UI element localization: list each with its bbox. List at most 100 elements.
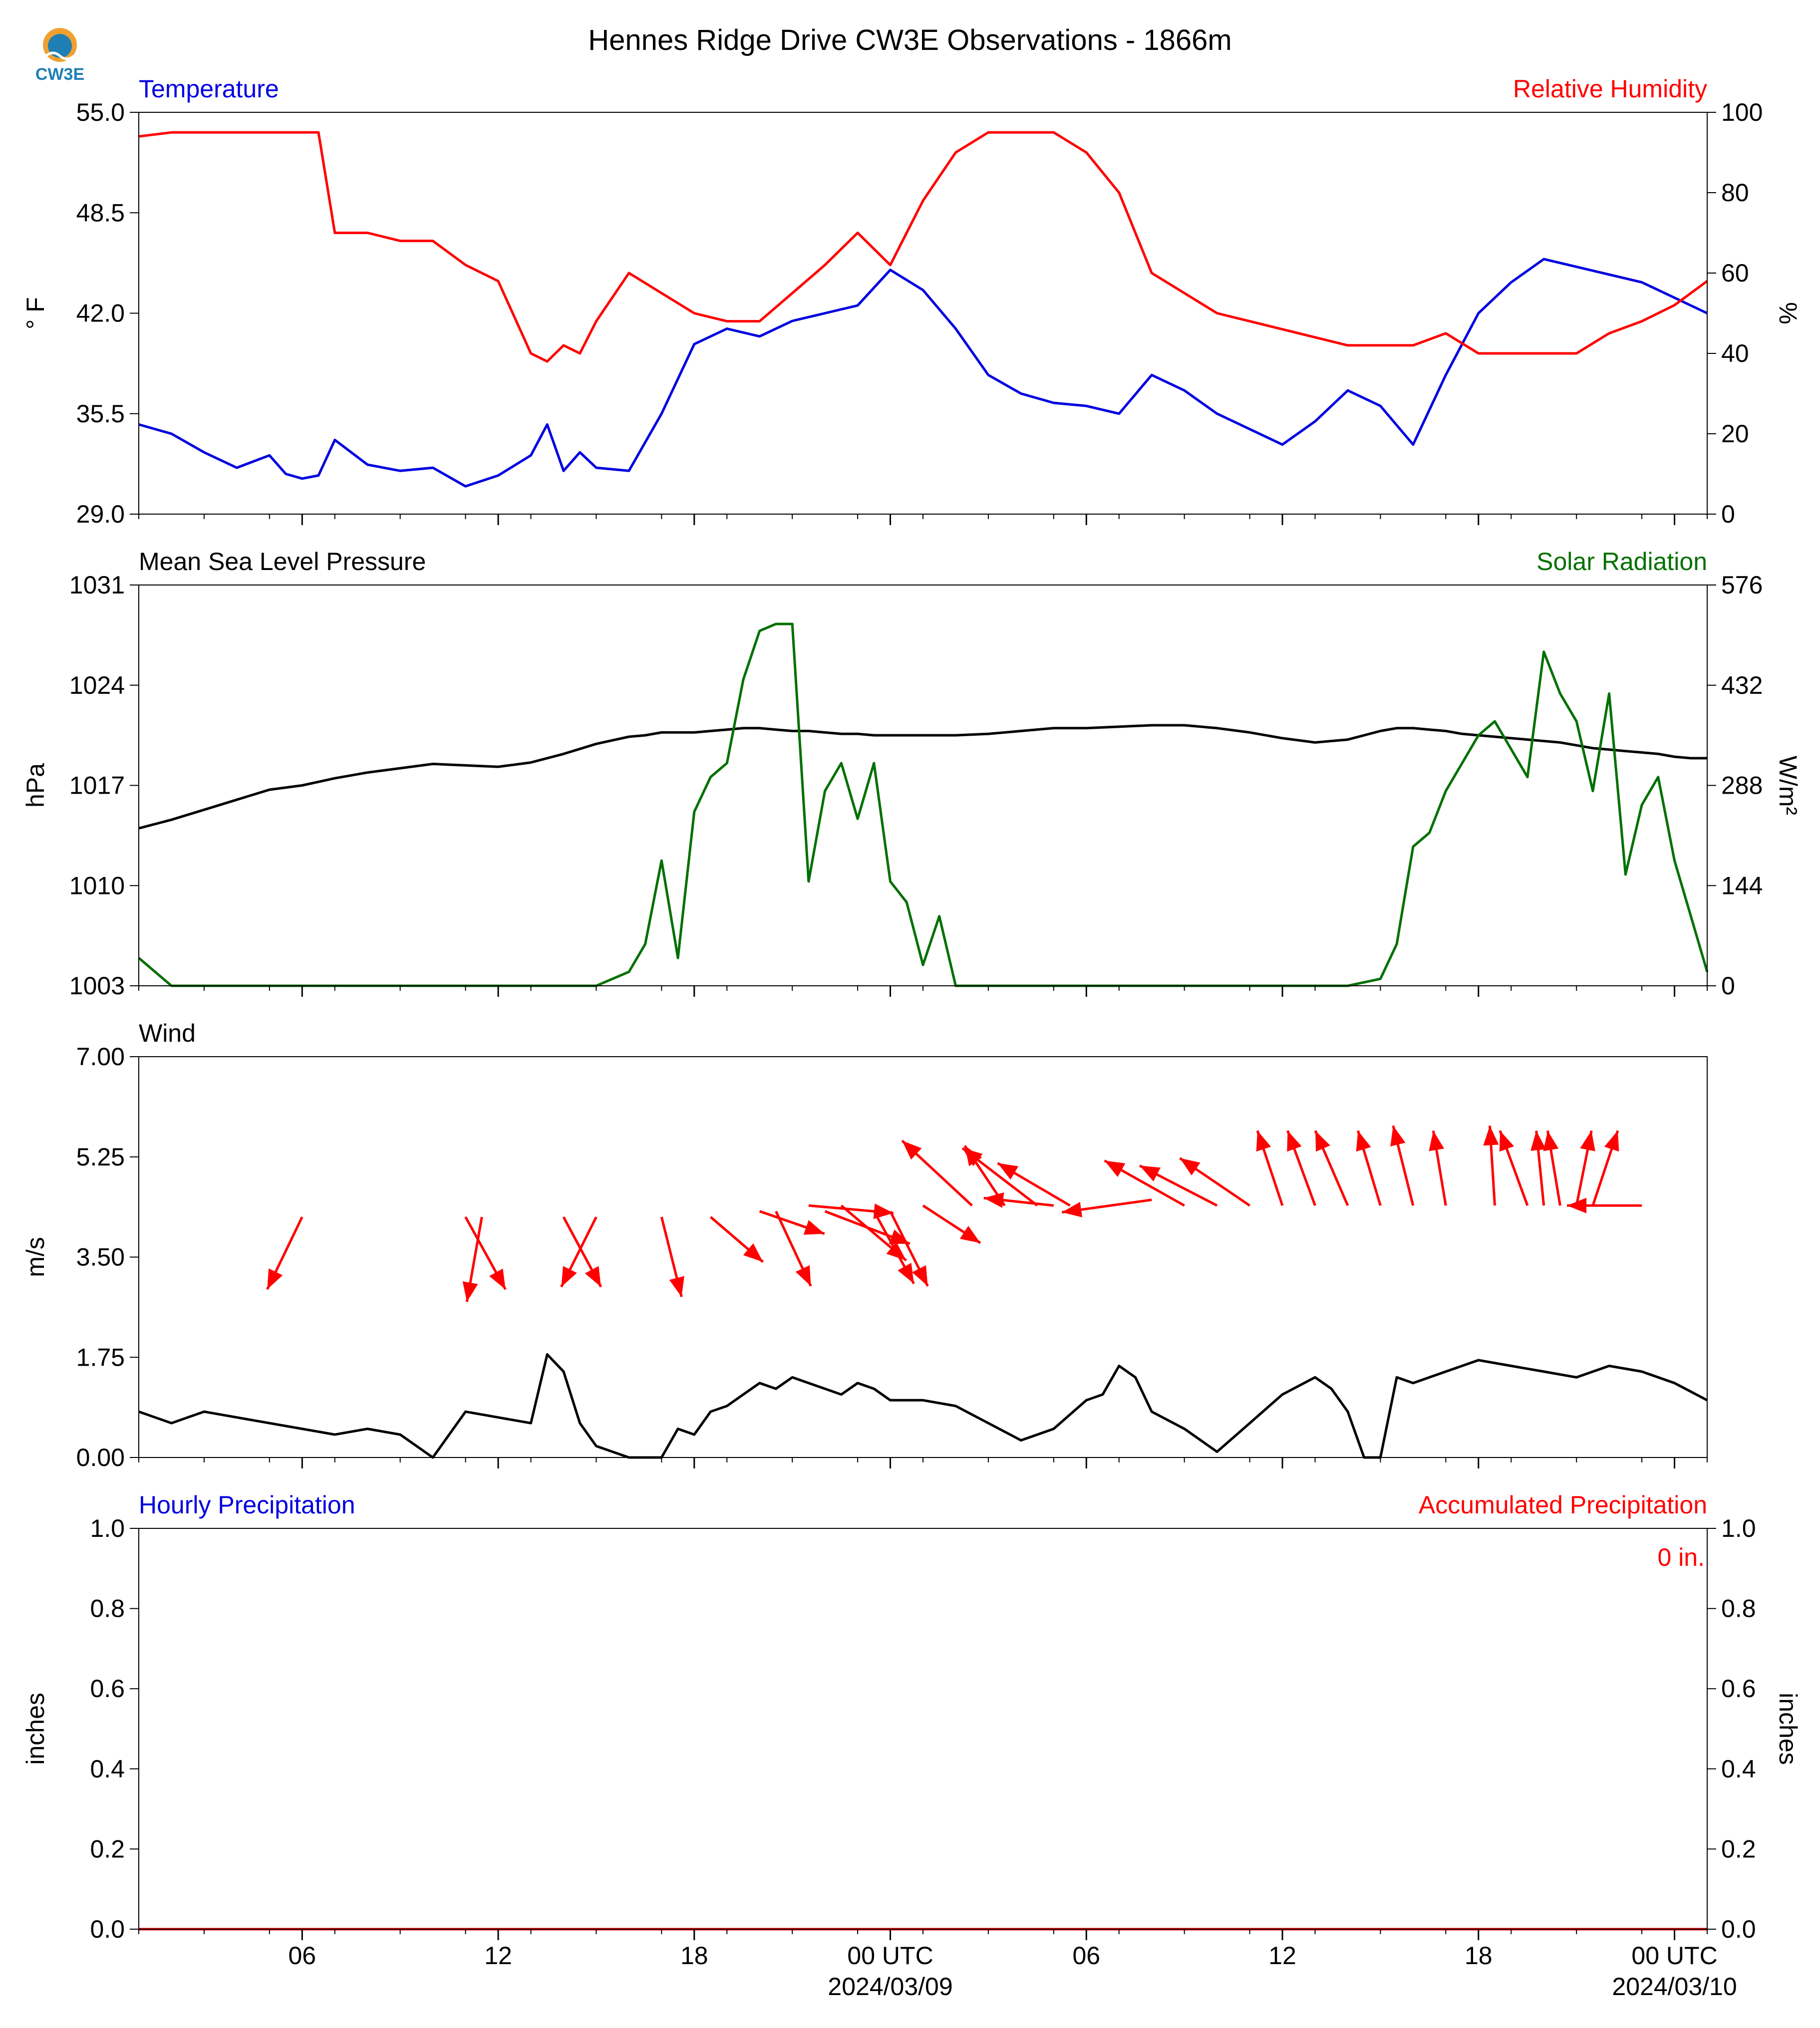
series-line-mslp_solar-1 xyxy=(138,622,1709,987)
panel-label-left: Temperature xyxy=(139,75,279,103)
x-tick-label: 06 xyxy=(1072,1942,1100,1970)
y-tick-label-left: 1010 xyxy=(69,871,125,899)
wind-vector-arrowhead xyxy=(1287,1131,1302,1152)
wind-vector-arrowhead xyxy=(267,1268,283,1290)
y-tick-label-right: 80 xyxy=(1721,179,1749,207)
wind-vector-arrowhead xyxy=(1104,1160,1126,1177)
x-tick-label: 12 xyxy=(484,1942,512,1970)
x-tick-label: 00 UTC xyxy=(1631,1942,1717,1970)
wind-vectors xyxy=(266,1125,1642,1302)
x-tick-label: 12 xyxy=(1268,1942,1296,1970)
wind-vector-arrowhead xyxy=(898,1263,914,1284)
y-tick-label-left: 3.50 xyxy=(76,1243,125,1271)
y-axis-label-left: ° F xyxy=(21,297,49,329)
y-tick-label-right: 144 xyxy=(1721,871,1763,899)
y-tick-label-right: 0.2 xyxy=(1721,1835,1756,1863)
wind-vector-arrowhead xyxy=(462,1281,478,1302)
y-tick-label-left: 0.0 xyxy=(90,1915,125,1943)
y-tick-label-right: 288 xyxy=(1721,772,1763,800)
wind-vector-arrowhead xyxy=(795,1265,811,1286)
panel-wind: 0.00 1.75 3.50 5.25 7.00 m/s Wind xyxy=(21,1019,1708,1471)
wind-vector-arrowhead xyxy=(902,1141,922,1160)
y-tick-label-left: 0.6 xyxy=(90,1675,125,1703)
wind-vector-arrowhead xyxy=(1543,1131,1559,1152)
series-line-wind-0 xyxy=(138,1353,1708,1459)
wind-vector-arrowhead xyxy=(1580,1131,1595,1152)
wind-vector-arrowhead xyxy=(1315,1131,1330,1152)
wind-vector-arrowhead xyxy=(1062,1201,1082,1217)
y-tick-label-right: 576 xyxy=(1721,571,1763,599)
y-axis-label-left: inches xyxy=(21,1693,49,1765)
panel-label-right: Solar Radiation xyxy=(1536,548,1707,576)
wind-vector-arrowhead xyxy=(669,1276,684,1297)
y-tick-label-right: 432 xyxy=(1721,671,1763,699)
wind-vector-arrowhead xyxy=(873,1203,894,1219)
wind-vector-arrowhead xyxy=(1140,1165,1161,1181)
wind-vector-arrowhead xyxy=(1429,1131,1445,1152)
y-tick-label-left: 29.0 xyxy=(76,500,125,528)
y-tick-label-right: 0 xyxy=(1721,500,1735,528)
x-date-label: 2024/03/10 xyxy=(1612,1973,1737,2001)
y-tick-label-left: 35.5 xyxy=(76,400,125,428)
wind-vector-arrowhead xyxy=(1483,1126,1499,1146)
plot-frame xyxy=(138,1528,1708,1930)
y-tick-label-left: 42.0 xyxy=(76,299,125,327)
y-tick-label-right: 20 xyxy=(1721,420,1749,448)
y-tick-label-right: 1.0 xyxy=(1721,1514,1756,1542)
panels: 29.0 35.5 42.0 48.5 55.0 0 20 40 60 80 100 ° F % Temp… xyxy=(21,75,1802,2001)
y-tick-label-right: 40 xyxy=(1721,339,1749,367)
wind-vector-arrowhead xyxy=(962,1148,983,1166)
panel-label-right: Relative Humidity xyxy=(1513,75,1707,103)
y-tick-label-left: 0.8 xyxy=(90,1595,125,1623)
wind-vector-arrowhead xyxy=(803,1220,825,1235)
panel-temp_rh: 29.0 35.5 42.0 48.5 55.0 0 20 40 60 80 100 ° F % Temp… xyxy=(21,75,1802,528)
x-tick-label: 18 xyxy=(680,1942,708,1970)
x-tick-label: 18 xyxy=(1465,1942,1493,1970)
wind-vector-arrowhead xyxy=(1356,1131,1371,1152)
y-tick-label-left: 1031 xyxy=(69,571,125,599)
wind-vector-arrowhead xyxy=(997,1163,1019,1180)
y-tick-label-left: 1.0 xyxy=(90,1514,125,1542)
wind-vector-arrowhead xyxy=(561,1266,577,1287)
wind-vector-arrowhead xyxy=(1530,1131,1546,1151)
logo-wave-icon xyxy=(45,51,75,60)
y-axis-label-left: m/s xyxy=(21,1237,49,1277)
panel-mslp_solar: 1003 1010 1017 1024 1031 0 144 288 432 576 hPa W/m²… xyxy=(21,548,1802,1000)
y-tick-label-right: 0 xyxy=(1721,972,1735,1000)
wind-vector-arrowhead xyxy=(959,1225,980,1243)
y-tick-label-left: 5.25 xyxy=(76,1143,125,1171)
x-date-label: 2024/03/09 xyxy=(828,1973,952,2001)
wind-vector-arrowhead xyxy=(1180,1158,1201,1176)
wind-vector-arrowhead xyxy=(1390,1126,1406,1147)
y-tick-label-right: 100 xyxy=(1721,98,1763,126)
y-tick-label-right: 60 xyxy=(1721,259,1749,287)
y-tick-label-right: 0.8 xyxy=(1721,1595,1756,1623)
series-line-mslp_solar-0 xyxy=(138,724,1707,830)
wind-vector-arrowhead xyxy=(912,1265,928,1286)
wind-vector-arrowhead xyxy=(585,1266,601,1287)
wind-vector-arrowhead xyxy=(743,1243,763,1262)
series-line-temp_rh-1 xyxy=(138,131,1708,363)
panel-label-left: Mean Sea Level Pressure xyxy=(139,548,426,576)
figure-title: Hennes Ridge Drive CW3E Observations - 1… xyxy=(588,24,1231,56)
cw3e-logo: CW3E xyxy=(35,28,84,84)
y-axis-label-right: % xyxy=(1774,302,1802,324)
panel-label-left: Hourly Precipitation xyxy=(139,1491,355,1519)
plot-frame xyxy=(138,1056,1708,1458)
y-axis-label-left: hPa xyxy=(21,763,49,808)
y-tick-label-left: 48.5 xyxy=(76,199,125,227)
y-tick-label-right: 0.4 xyxy=(1721,1755,1756,1783)
y-axis-label-right: W/m² xyxy=(1774,756,1802,815)
panel-precip: 06 12 18 00 UTC 2024/03/09 06 12 18 00 UTC 2024/0… xyxy=(21,1491,1802,2001)
panel-label-left: Wind xyxy=(139,1019,196,1047)
x-tick-label: 06 xyxy=(288,1942,316,1970)
series-line-temp_rh-0 xyxy=(138,258,1708,488)
wind-vector-arrowhead xyxy=(1256,1131,1271,1152)
y-tick-label-left: 1003 xyxy=(69,972,125,1000)
y-tick-label-left: 1.75 xyxy=(76,1343,125,1371)
y-tick-label-left: 0.2 xyxy=(90,1835,125,1863)
wind-vector-arrowhead xyxy=(1604,1131,1619,1152)
y-tick-label-left: 1024 xyxy=(69,671,125,699)
plot-frame xyxy=(138,112,1708,515)
